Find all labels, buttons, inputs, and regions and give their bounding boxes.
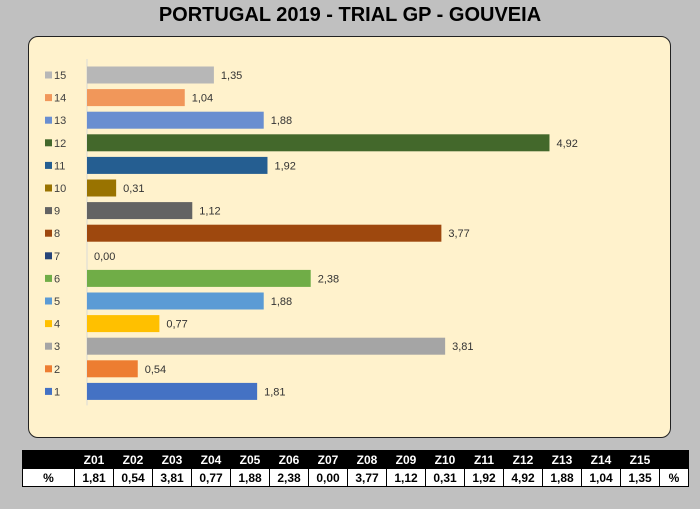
- category-marker-1: [45, 387, 52, 395]
- category-label-3: 3: [54, 341, 60, 353]
- data-label-13: 1,88: [271, 115, 292, 127]
- table-cell: 1,04: [581, 468, 621, 487]
- category-marker-3: [45, 342, 52, 350]
- data-table: Z01 Z02 Z03 Z04 Z05 Z06 Z07 Z08 Z09 Z10 Z11 Z12 Z13 Z…: [22, 450, 689, 487]
- category-marker-14: [45, 94, 52, 102]
- bar-11: [87, 156, 268, 174]
- bar-13: [87, 111, 264, 129]
- data-label-4: 0,77: [166, 319, 187, 331]
- category-label-8: 8: [54, 228, 60, 240]
- data-label-5: 1,88: [271, 296, 292, 308]
- table-header-cell: Z05: [230, 450, 270, 469]
- bar-1: [87, 382, 258, 400]
- bar-9: [87, 202, 193, 220]
- category-marker-8: [45, 229, 52, 237]
- table-header-cell: Z02: [113, 450, 153, 469]
- table-row-label-end: %: [659, 468, 689, 487]
- table-header-cell: Z12: [503, 450, 543, 469]
- bar-2: [87, 360, 138, 378]
- data-label-8: 3,77: [448, 228, 469, 240]
- chart-title: PORTUGAL 2019 - TRIAL GP - GOUVEIA: [158, 4, 542, 26]
- category-label-9: 9: [54, 206, 60, 218]
- table-cell: 1,92: [464, 468, 504, 487]
- data-label-6: 2,38: [318, 273, 339, 285]
- category-label-14: 14: [54, 93, 66, 105]
- category-marker-6: [45, 274, 52, 282]
- data-label-7: 0,00: [94, 251, 115, 263]
- data-label-10: 0,31: [123, 183, 144, 195]
- table-header-cell: Z14: [581, 450, 621, 469]
- bar-chart: 1 1,81 2 0,54 3 3,81 4 0,77 5 1,88 6 2,38 7 0,00 8 3,77…: [45, 59, 578, 406]
- table-header-cell: Z03: [152, 450, 192, 469]
- table-cell: 0,00: [308, 468, 348, 487]
- table-cell: 1,35: [620, 468, 660, 487]
- data-label-14: 1,04: [192, 93, 213, 105]
- bar-15: [87, 66, 214, 84]
- table-cell: 1,88: [230, 468, 270, 487]
- table-header-blank-end: [659, 450, 689, 469]
- data-label-11: 1,92: [274, 160, 295, 172]
- table-row-label: %: [22, 468, 75, 487]
- bar-3: [87, 337, 446, 355]
- table-header-cell: Z11: [464, 450, 504, 469]
- category-marker-12: [45, 139, 52, 147]
- category-marker-13: [45, 116, 52, 124]
- table-header-cell: Z13: [542, 450, 582, 469]
- table-cell: 0,31: [425, 468, 465, 487]
- category-label-5: 5: [54, 296, 60, 308]
- category-label-1: 1: [54, 386, 60, 398]
- category-label-10: 10: [54, 183, 66, 195]
- bar-4: [87, 315, 160, 333]
- category-marker-2: [45, 365, 52, 373]
- bar-5: [87, 292, 264, 310]
- table-cell: 4,92: [503, 468, 543, 487]
- table-header-cell: Z15: [620, 450, 660, 469]
- table-cell: 1,81: [74, 468, 114, 487]
- data-label-2: 0,54: [145, 364, 166, 376]
- table-cell: 0,54: [113, 468, 153, 487]
- chart-panel: 1 1,81 2 0,54 3 3,81 4 0,77 5 1,88 6 2,38 7 0,00 8 3,77…: [28, 36, 671, 438]
- table-header-cell: Z04: [191, 450, 231, 469]
- category-marker-7: [45, 252, 52, 260]
- table-header-cell: Z08: [347, 450, 387, 469]
- table-header-blank: [22, 450, 75, 469]
- category-label-6: 6: [54, 273, 60, 285]
- table-row: % 1,81 0,54 3,81 0,77 1,88 2,38 0,00 3,77 1,12 0,3…: [22, 468, 689, 487]
- category-marker-9: [45, 207, 52, 215]
- table-cell: 1,88: [542, 468, 582, 487]
- table-cell: 3,77: [347, 468, 387, 487]
- category-label-7: 7: [54, 251, 60, 263]
- table-cell: 3,81: [152, 468, 192, 487]
- table-cell: 0,77: [191, 468, 231, 487]
- table-header-cell: Z07: [308, 450, 348, 469]
- category-marker-15: [45, 71, 52, 79]
- category-label-13: 13: [54, 115, 66, 127]
- category-label-11: 11: [54, 160, 65, 172]
- table-header-cell: Z10: [425, 450, 465, 469]
- data-label-12: 4,92: [556, 138, 577, 150]
- category-label-12: 12: [54, 138, 66, 150]
- table-header-row: Z01 Z02 Z03 Z04 Z05 Z06 Z07 Z08 Z09 Z10 Z11 Z12 Z13 Z…: [22, 450, 689, 469]
- table-header-cell: Z09: [386, 450, 426, 469]
- category-label-15: 15: [54, 70, 66, 82]
- category-marker-11: [45, 161, 52, 169]
- table-header-cell: Z06: [269, 450, 309, 469]
- table-cell: 1,12: [386, 468, 426, 487]
- category-marker-4: [45, 320, 52, 328]
- table-header-cell: Z01: [74, 450, 114, 469]
- data-label-15: 1,35: [221, 70, 242, 82]
- category-marker-5: [45, 297, 52, 305]
- bar-8: [87, 224, 442, 242]
- bar-10: [87, 179, 117, 197]
- data-label-3: 3,81: [452, 341, 473, 353]
- category-label-4: 4: [54, 319, 60, 331]
- bar-12: [87, 134, 550, 152]
- bar-14: [87, 89, 185, 107]
- category-label-2: 2: [54, 364, 60, 376]
- category-marker-10: [45, 184, 52, 192]
- bar-6: [87, 269, 311, 287]
- data-label-9: 1,12: [199, 206, 220, 218]
- data-label-1: 1,81: [264, 386, 285, 398]
- table-cell: 2,38: [269, 468, 309, 487]
